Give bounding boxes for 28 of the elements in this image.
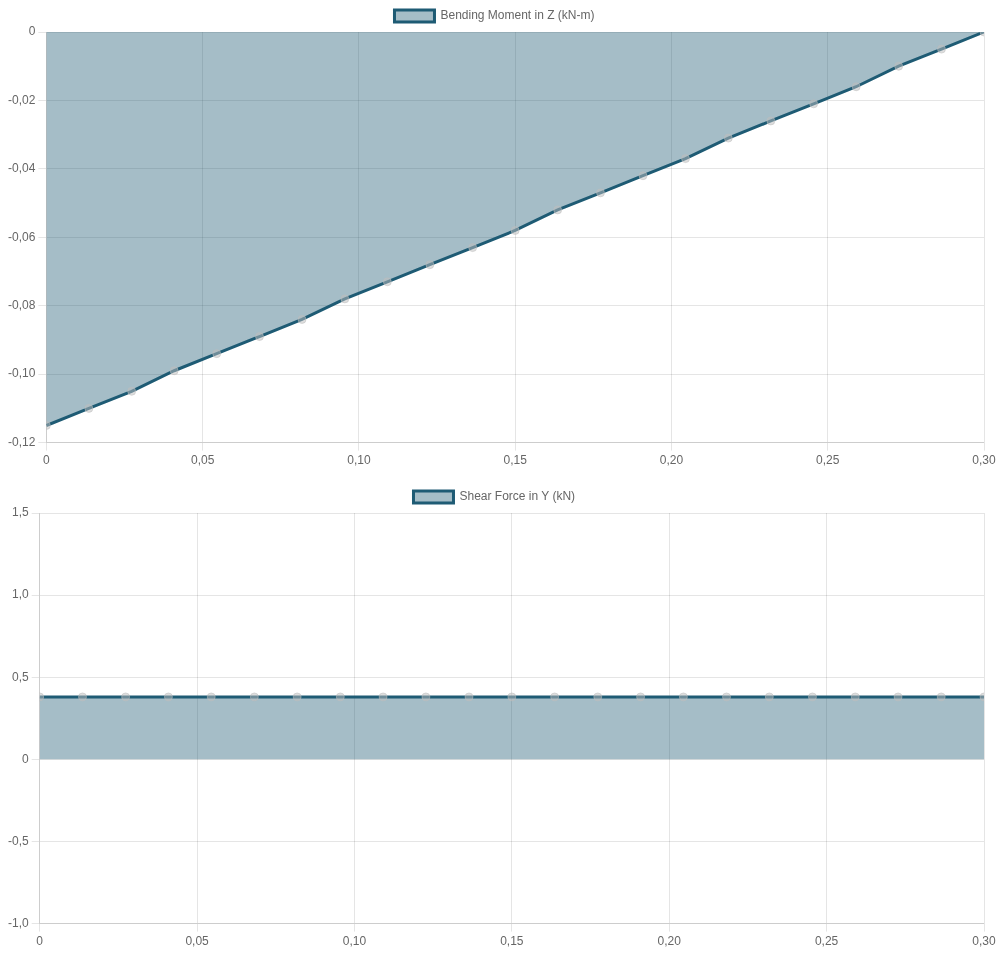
y-tick-label: 1,5 xyxy=(11,505,29,520)
y-tick-label: 0,5 xyxy=(11,669,29,684)
legend-label: Bending Moment in Z (kN-m) xyxy=(440,8,595,23)
y-tick-label: -0,06 xyxy=(7,229,36,244)
y-tick-label: -1,0 xyxy=(7,915,29,930)
x-tick-label: 0,20 xyxy=(659,453,684,468)
y-tick-label: -0,12 xyxy=(7,434,36,449)
x-tick-label: 0,25 xyxy=(814,934,839,949)
y-tick-label: 0 xyxy=(28,24,36,39)
x-tick-label: 0,05 xyxy=(185,934,210,949)
y-tick-label: -0,5 xyxy=(7,833,29,848)
x-tick-label: 0,10 xyxy=(347,453,371,468)
y-tick-label: 1,0 xyxy=(11,587,29,602)
x-tick-label: 0,15 xyxy=(500,934,524,949)
legend-label: Shear Force in Y (kN) xyxy=(459,489,576,504)
x-tick-label: 0,10 xyxy=(342,934,367,949)
y-tick-label: -0,02 xyxy=(7,92,36,107)
x-tick-label: 0,05 xyxy=(190,453,215,468)
x-tick-label: 0,20 xyxy=(657,934,682,949)
x-tick-label: 0,15 xyxy=(503,453,528,468)
x-tick-label: 0,25 xyxy=(816,453,840,468)
x-tick-label: 0,30 xyxy=(972,934,996,949)
y-tick-label: 0 xyxy=(21,751,29,766)
y-tick-label: -0,04 xyxy=(7,161,36,176)
y-tick-label: -0,08 xyxy=(7,298,36,313)
x-tick-label: 0 xyxy=(43,453,51,468)
x-tick-label: 0,30 xyxy=(972,453,996,468)
y-tick-label: -0,10 xyxy=(7,366,36,381)
